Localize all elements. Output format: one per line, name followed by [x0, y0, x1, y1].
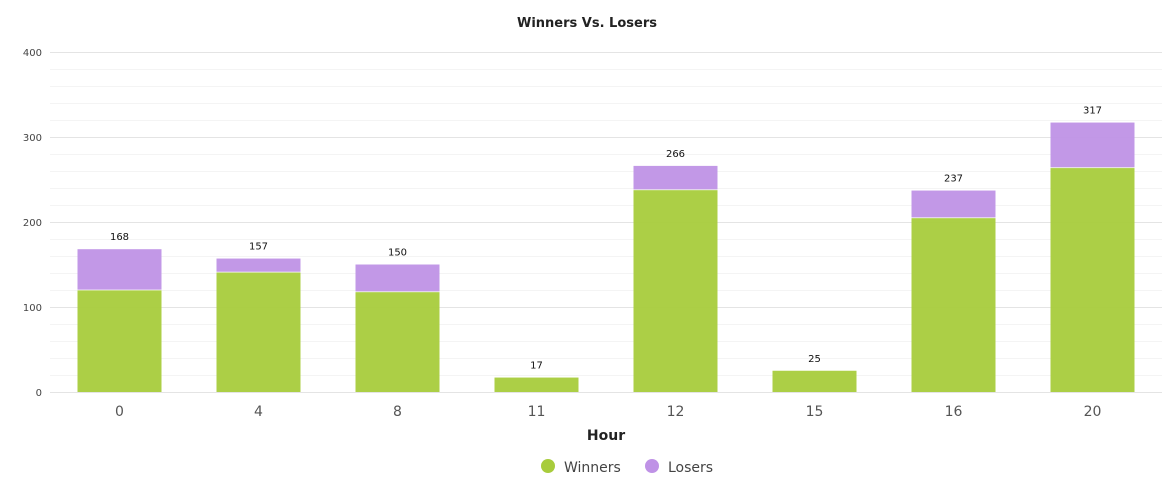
data-labels: 168 157 150 17 266 25 237 317 [110, 106, 1102, 372]
data-label-total: 317 [1083, 106, 1102, 117]
bar-winners-20 [1050, 167, 1135, 392]
x-tick-label: 16 [945, 404, 963, 420]
data-label-total: 150 [388, 248, 407, 259]
x-tick-label: 11 [528, 404, 546, 420]
legend-label-winners: Winners [564, 460, 621, 476]
x-tick-label: 15 [806, 404, 824, 420]
bar-losers-4 [216, 258, 301, 273]
bar-winners-4 [216, 272, 301, 392]
y-tick-label: 100 [23, 303, 42, 314]
data-label-total: 168 [110, 232, 129, 243]
x-axis-label: Hour [587, 428, 625, 444]
data-label-total: 266 [666, 149, 685, 160]
legend-marker-losers [645, 459, 659, 473]
bar-losers-16 [911, 190, 996, 218]
legend: Winners Losers [541, 459, 713, 476]
data-label-total: 237 [944, 174, 963, 185]
data-label-total: 25 [808, 354, 821, 365]
x-tick-label: 12 [667, 404, 685, 420]
bar-winners-15 [772, 370, 857, 392]
bar-winners-16 [911, 217, 996, 392]
x-tick-label: 20 [1084, 404, 1102, 420]
bar-winners-8 [355, 291, 440, 392]
bar-losers-20 [1050, 122, 1135, 168]
data-label-total: 17 [530, 361, 543, 372]
y-tick-label: 0 [36, 388, 42, 399]
bar-winners-0 [77, 290, 162, 392]
x-axis-ticks: 0 4 8 11 12 15 16 20 [115, 404, 1101, 420]
x-tick-label: 8 [393, 404, 402, 420]
x-tick-label: 4 [254, 404, 263, 420]
legend-label-losers: Losers [668, 460, 713, 476]
bar-losers-0 [77, 249, 162, 290]
bar-losers-8 [355, 264, 440, 292]
y-tick-label: 300 [23, 133, 42, 144]
bar-winners-11 [494, 377, 579, 392]
y-axis-ticks: 0 100 200 300 400 [23, 48, 42, 399]
data-label-total: 157 [249, 242, 268, 253]
chart-title: Winners Vs. Losers [517, 16, 657, 31]
y-tick-label: 400 [23, 48, 42, 59]
bar-winners-12 [633, 189, 718, 392]
bars [77, 122, 1135, 392]
y-tick-label: 200 [23, 218, 42, 229]
bar-losers-12 [633, 165, 718, 190]
x-tick-label: 0 [115, 404, 124, 420]
legend-marker-winners [541, 459, 555, 473]
